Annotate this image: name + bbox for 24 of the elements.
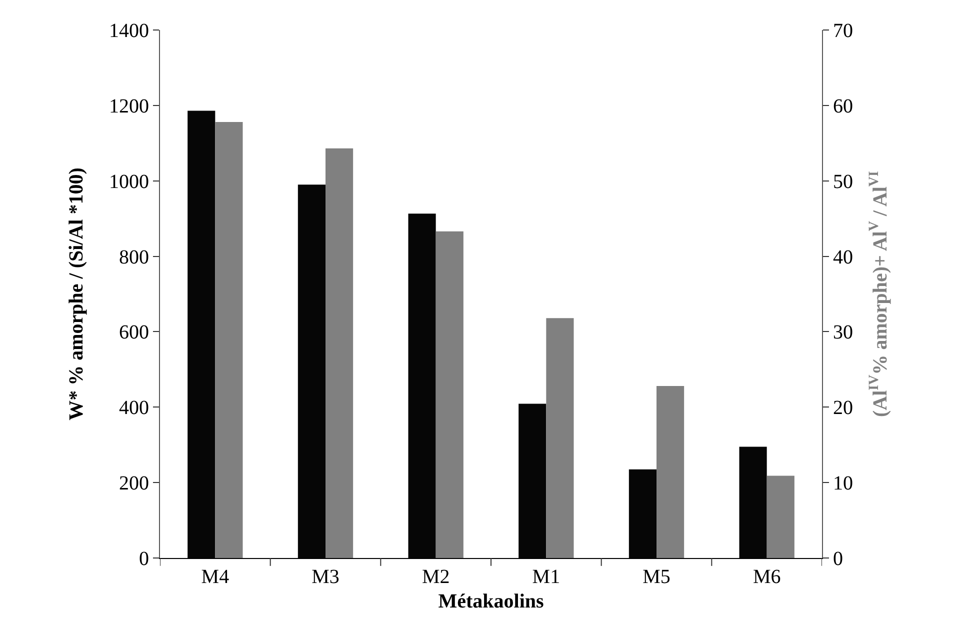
y-tick-label: 400: [119, 397, 149, 420]
y2-tick-label: 10: [833, 472, 853, 495]
y-tick-label: 1000: [109, 170, 149, 193]
x-tick-label: M5: [642, 566, 670, 588]
y2-tick-label: 60: [833, 95, 853, 118]
y2-tick-label: 70: [833, 20, 853, 42]
x-tick-label: M2: [422, 566, 450, 588]
y-tick-label: 200: [119, 472, 149, 495]
y-tick-label: 600: [119, 322, 149, 344]
x-tick-label: M1: [532, 566, 560, 588]
y2-tick-label: 50: [833, 170, 853, 193]
y2-tick-label: 20: [833, 397, 853, 420]
x-tick-label: M4: [201, 566, 230, 588]
y-tick-label: 1400: [109, 20, 149, 42]
x-axis-title: Métakaolins: [438, 590, 544, 612]
y2-tick-label: 30: [833, 322, 853, 344]
y-tick-label: 1200: [109, 95, 149, 118]
y-axis-title: W* % amorphe / (Si/Al *100): [66, 168, 88, 420]
y2-tick-label: 0: [833, 548, 843, 570]
x-tick-label: M3: [312, 566, 340, 588]
y-tick-label: 0: [139, 548, 149, 570]
y2-tick-label: 40: [833, 246, 853, 268]
x-tick-label: M6: [752, 566, 781, 588]
y-tick-label: 800: [119, 246, 149, 268]
